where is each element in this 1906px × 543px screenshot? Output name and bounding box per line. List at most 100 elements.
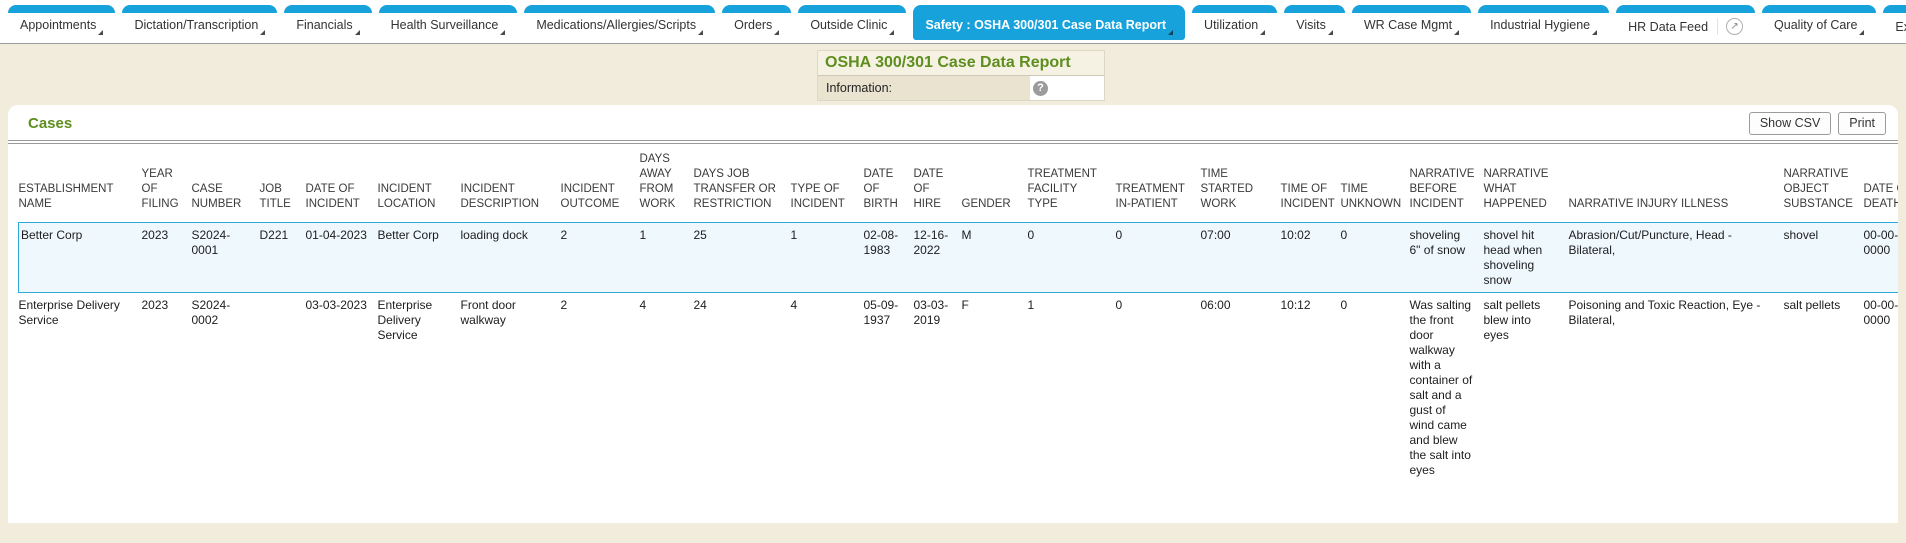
tab-label: Dictation/Transcription	[134, 18, 259, 32]
dropdown-caret-icon	[1592, 30, 1598, 35]
tab-accent-cap	[1284, 5, 1345, 13]
table-row-2[interactable]: Enterprise Delivery Service 2023 S2024-000…	[19, 292, 1899, 482]
table-cell: 1	[1027, 297, 1035, 312]
tab-label-area: Outside Clinic	[798, 13, 906, 40]
tab-outside-clinic[interactable]: Outside Clinic	[798, 5, 907, 40]
tab-label-area: Appointments	[8, 13, 115, 40]
table-cell: 00-00-0000	[1863, 221, 1898, 293]
tab-wr-case-mgmt[interactable]: WR Case Mgmt	[1351, 5, 1472, 40]
column-header-date-of-incident: DATE OF INCIDENT	[305, 182, 360, 210]
cases-panel: Cases Show CSV Print ESTABLISHMENT NAME Y…	[8, 105, 1898, 523]
table-cell: 03-03-2023	[305, 297, 367, 312]
table-cell: 2023	[141, 297, 169, 312]
tab-appointments[interactable]: Appointments	[8, 5, 116, 40]
column-header-incident-outcome: INCIDENT OUTCOME	[560, 182, 620, 210]
dropdown-caret-icon	[354, 30, 360, 35]
table-cell: 03-03-2019	[913, 297, 949, 327]
table-cell: 1	[639, 221, 694, 293]
table-cell: 07:00	[1200, 221, 1281, 293]
tab-quality-of-care[interactable]: Quality of Care	[1762, 5, 1877, 40]
table-cell: 12-16-2022	[913, 221, 962, 293]
information-label: Information:	[826, 81, 893, 95]
table-cell: 2	[560, 221, 640, 293]
tab-dictation-transcription[interactable]: Dictation/Transcription	[122, 5, 278, 40]
table-cell: 0	[1115, 221, 1201, 293]
column-header-narrative-injury-illness: NARRATIVE INJURY ILLNESS	[1568, 197, 1729, 210]
cases-heading: Cases	[28, 115, 73, 132]
column-header-gender: GENDER	[961, 197, 1011, 210]
tab-label-area: Orders	[722, 13, 791, 40]
tab-accent-cap	[798, 5, 907, 13]
column-header-narrative-before-incident: NARRATIVE BEFORE INCIDENT	[1409, 167, 1475, 210]
tab-label-area: Visits	[1284, 13, 1345, 40]
tab-accent-cap	[1478, 5, 1610, 13]
tab-accent-cap	[1192, 5, 1278, 13]
table-cell: 06:00	[1200, 297, 1231, 312]
table-cell: 4	[790, 297, 798, 312]
tab-accent-cap	[722, 5, 792, 13]
tab-industrial-hygiene[interactable]: Industrial Hygiene	[1478, 5, 1610, 40]
tab-bar: Appointments Dictation/Transcription Finan…	[0, 0, 1906, 44]
tab-accent-cap	[1762, 5, 1877, 13]
table-cell: loading dock	[460, 221, 561, 293]
dropdown-caret-icon	[1260, 30, 1266, 35]
external-link-icon[interactable]: ↗	[1726, 18, 1744, 35]
tab-label-area: Health Surveillance	[379, 13, 518, 40]
column-header-date-of-death: DATE OF DEATH	[1863, 182, 1899, 210]
tab-accent-cap	[1883, 5, 1906, 13]
tab-label: WR Case Mgmt	[1363, 18, 1453, 32]
tab-accent-cap	[122, 5, 278, 13]
table-cell: S2024-0002	[191, 297, 231, 327]
tab-utilization[interactable]: Utilization	[1192, 5, 1278, 40]
tab-health-surveillance[interactable]: Health Surveillance	[378, 5, 518, 40]
column-header-incident-description: INCIDENT DESCRIPTION	[460, 182, 540, 210]
tab-label-area: Dictation/Transcription	[122, 13, 277, 40]
tab-label: Industrial Hygiene	[1490, 18, 1591, 32]
tab-label: Financials	[296, 18, 353, 32]
column-header-days-job-transfer-or-restriction: DAYS JOB TRANSFER OR RESTRICTION	[693, 167, 776, 210]
table-cell: 10:12	[1280, 297, 1311, 312]
dropdown-caret-icon	[889, 30, 895, 35]
tab-label-area: Industrial Hygiene	[1478, 13, 1609, 40]
tab-label-area: Executive Dashboard↗	[1883, 13, 1906, 43]
column-header-days-away-from-work: DAYS AWAY FROM WORK	[639, 152, 676, 210]
tab-executive-dashboard[interactable]: Executive Dashboard↗	[1883, 5, 1906, 43]
table-cell: salt pellets	[1783, 297, 1841, 312]
help-icon[interactable]: ?	[1033, 80, 1048, 96]
tab-accent-cap	[378, 5, 518, 13]
table-cell: Enterprise Delivery Service	[377, 297, 433, 342]
tab-hr-data-feed[interactable]: HR Data Feed ↗	[1616, 5, 1756, 43]
table-row-1[interactable]: Better Corp 2023 S2024-0001 D221 01-04-2023 B…	[18, 221, 1898, 293]
table-head: ESTABLISHMENT NAME YEAR OF FILING CASE NUM…	[19, 144, 1899, 222]
table-cell: shovel hit head when shoveling snow	[1483, 221, 1569, 293]
table-cell: Abrasion/Cut/Puncture, Head - Bilateral,	[1568, 221, 1784, 293]
tab-orders[interactable]: Orders	[722, 5, 792, 40]
dropdown-caret-icon	[98, 30, 104, 35]
column-header-narrative-object-substance: NARRATIVE OBJECT SUBSTANCE	[1783, 167, 1853, 210]
table-cell: 02-08-1983	[863, 221, 914, 293]
tab-financials[interactable]: Financials	[284, 5, 372, 40]
tab-label: Visits	[1296, 18, 1326, 32]
table-cell: 24	[693, 297, 707, 312]
column-header-narrative-what-happened: NARRATIVE WHAT HAPPENED	[1483, 167, 1549, 210]
page-title: OSHA 300/301 Case Data Report	[825, 54, 1071, 71]
tab-label: Utilization	[1204, 18, 1259, 32]
column-header-time-started-work: TIME STARTED WORK	[1200, 167, 1254, 210]
main-content-area: OSHA 300/301 Case Data Report Informatio…	[0, 44, 1906, 543]
tab-medications-allergies-scripts[interactable]: Medications/Allergies/Scripts	[524, 5, 716, 40]
show-csv-button[interactable]: Show CSV	[1748, 112, 1832, 135]
table-cell: 00-00-0000	[1863, 297, 1899, 327]
table-cell: Better Corp	[18, 221, 142, 293]
tab-label-area: Quality of Care	[1762, 13, 1876, 40]
tab-label: Medications/Allergies/Scripts	[536, 18, 697, 32]
dropdown-caret-icon	[1454, 30, 1460, 35]
column-header-incident-location: INCIDENT LOCATION	[377, 182, 436, 210]
tab-label: Appointments	[20, 18, 97, 32]
table-cell: 1	[790, 221, 864, 293]
tab-accent-cap	[1351, 5, 1472, 13]
tab-visits[interactable]: Visits	[1284, 5, 1345, 40]
print-button[interactable]: Print	[1838, 112, 1886, 135]
table-cell: 2023	[141, 221, 192, 293]
table-cell: shoveling 6" of snow	[1409, 221, 1484, 293]
tab-safety-osha-300-301-case-data-report[interactable]: Safety : OSHA 300/301 Case Data Report	[913, 5, 1186, 40]
